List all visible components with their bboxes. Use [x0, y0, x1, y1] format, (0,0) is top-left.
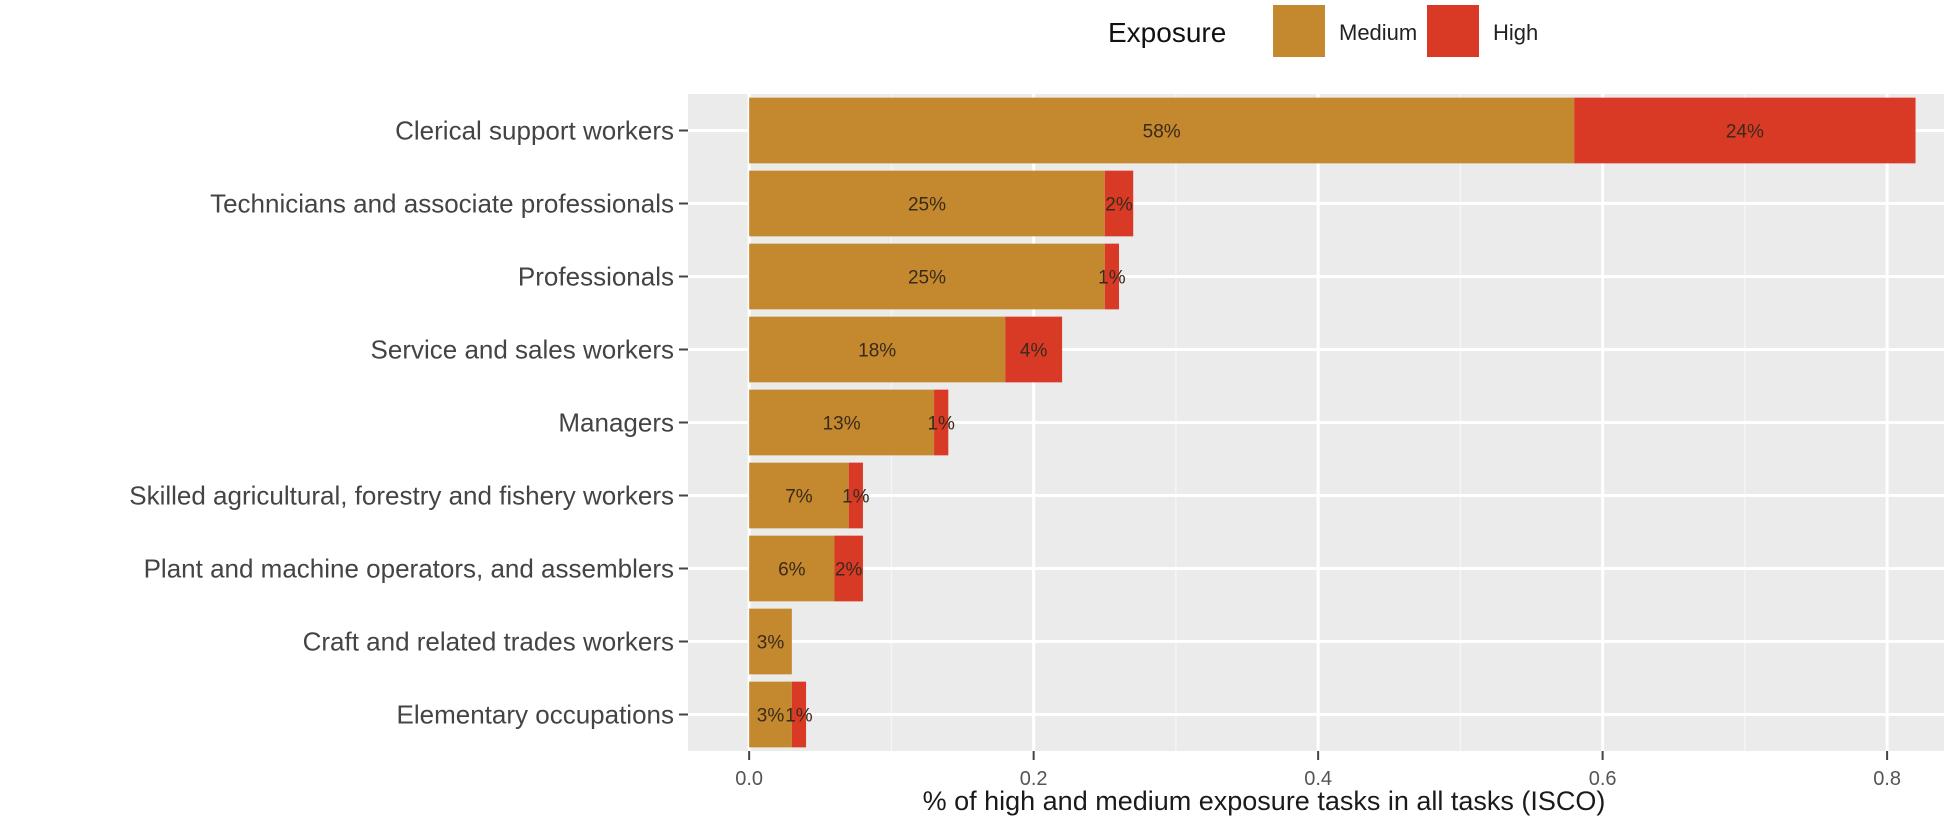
- legend-label-medium: Medium: [1339, 20, 1417, 45]
- bar-label-medium: 3%: [757, 633, 785, 654]
- bar-medium: [749, 608, 792, 675]
- bar-high: [848, 462, 863, 529]
- bar-label-high: 4%: [1020, 341, 1048, 362]
- x-axis-title: % of high and medium exposure tasks in a…: [923, 786, 1606, 816]
- bar-high: [1574, 97, 1916, 164]
- x-tick-label: 0.4: [1304, 768, 1332, 790]
- bar-high: [1104, 243, 1119, 310]
- bar-medium: [749, 462, 849, 529]
- bar-label-high: 2%: [835, 560, 863, 581]
- legend-swatch-high: [1427, 5, 1479, 57]
- bar-medium: [749, 389, 935, 456]
- bar-label-medium: 25%: [908, 195, 946, 216]
- bar-label-medium: 7%: [785, 487, 813, 508]
- x-tick-label: 0.8: [1873, 768, 1901, 790]
- bar-medium: [749, 97, 1575, 164]
- bar-medium: [749, 170, 1105, 237]
- bar-high: [791, 681, 807, 748]
- category-label: Skilled agricultural, forestry and fishe…: [129, 481, 674, 511]
- bar-label-medium: 13%: [823, 414, 861, 435]
- legend: Exposure Medium High: [1108, 5, 1538, 57]
- legend-swatch-medium: [1273, 5, 1325, 57]
- bar-medium: [749, 243, 1105, 310]
- category-label: Technicians and associate professionals: [210, 189, 674, 219]
- x-tick-label: 0.6: [1589, 768, 1617, 790]
- bar-label-high: 1%: [842, 487, 870, 508]
- x-tick-label: 0.0: [735, 768, 763, 790]
- bar-high: [1005, 316, 1063, 383]
- bar-label-high: 1%: [785, 706, 813, 727]
- bar-label-high: 2%: [1105, 195, 1133, 216]
- bar-medium: [749, 316, 1006, 383]
- x-axis: 0.0 0.2 0.4 0.6 0.8: [735, 751, 1901, 790]
- category-label: Service and sales workers: [371, 335, 674, 365]
- legend-label-high: High: [1493, 20, 1538, 45]
- bar-labels: 58% 24%25% 2%25% 1%18% 4%13% 1%7% 1%6% 2%3%3% 1%: [757, 122, 1764, 727]
- category-label: Craft and related trades workers: [303, 627, 674, 657]
- bar-label-high: 1%: [1098, 268, 1126, 289]
- x-tick-label: 0.2: [1020, 768, 1048, 790]
- category-label: Elementary occupations: [397, 700, 674, 730]
- bar-label-medium: 58%: [1143, 122, 1181, 143]
- bar-label-high: 24%: [1726, 122, 1764, 143]
- category-label: Professionals: [518, 262, 674, 292]
- y-axis: Clerical support workers Technicians and …: [129, 116, 688, 730]
- bar-label-high: 1%: [927, 414, 955, 435]
- category-label: Managers: [558, 408, 674, 438]
- category-label: Clerical support workers: [395, 116, 674, 146]
- legend-title: Exposure: [1108, 17, 1226, 48]
- bar-label-medium: 18%: [858, 341, 896, 362]
- bar-high: [834, 535, 863, 602]
- bar-high: [1104, 170, 1134, 237]
- bars: [749, 97, 1916, 748]
- bar-label-medium: 25%: [908, 268, 946, 289]
- bar-label-medium: 3%: [757, 706, 785, 727]
- bar-label-medium: 6%: [778, 560, 806, 581]
- category-label: Plant and machine operators, and assembl…: [144, 554, 674, 584]
- bar-medium: [749, 535, 835, 602]
- bar-medium: [749, 681, 792, 748]
- bar-high: [934, 389, 949, 456]
